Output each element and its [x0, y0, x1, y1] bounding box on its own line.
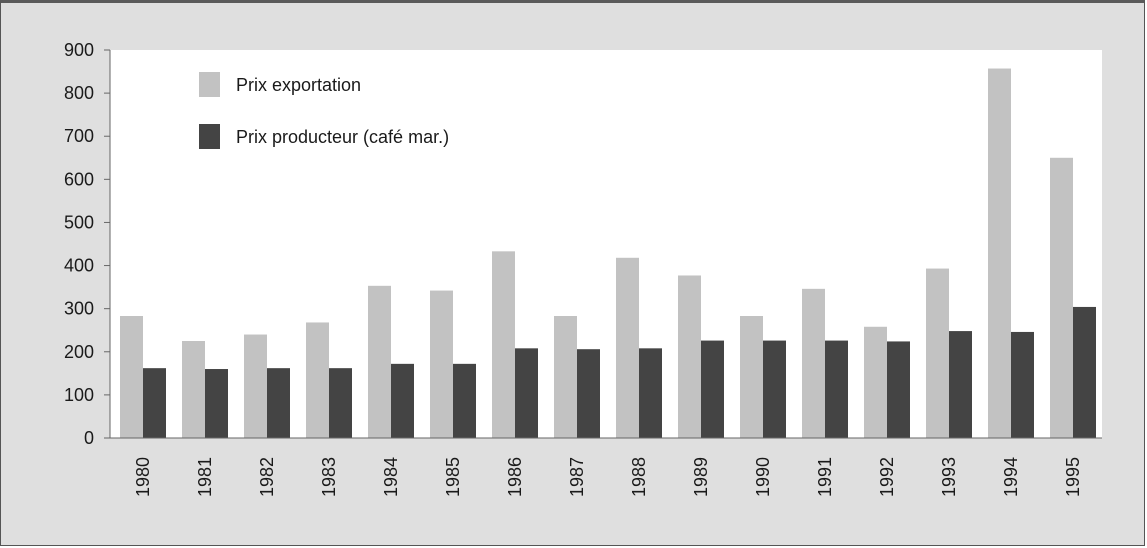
y-tick-label: 300 — [64, 299, 94, 319]
x-tick-label-1986: 1986 — [505, 457, 525, 497]
legend-swatch — [199, 124, 220, 149]
bar-prix-producteur-1989 — [701, 340, 724, 438]
y-tick-label: 700 — [64, 126, 94, 146]
bar-prix-exportation-1983 — [306, 322, 329, 438]
x-tick-label-1991: 1991 — [815, 457, 835, 497]
x-tick-label-1983: 1983 — [319, 457, 339, 497]
bar-prix-producteur-1985 — [453, 363, 476, 438]
x-tick-label-1992: 1992 — [877, 457, 897, 497]
bar-prix-producteur-1982 — [267, 368, 290, 438]
bar-prix-exportation-1982 — [244, 334, 267, 438]
bar-prix-producteur-1987 — [577, 349, 600, 438]
bar-prix-producteur-1990 — [763, 340, 786, 438]
bar-prix-producteur-1981 — [205, 369, 228, 438]
bar-prix-exportation-1993 — [926, 268, 949, 438]
x-tick-label-1980: 1980 — [133, 457, 153, 497]
bar-prix-exportation-1987 — [554, 315, 577, 438]
x-tick-label-1985: 1985 — [443, 457, 463, 497]
y-tick-label: 200 — [64, 342, 94, 362]
y-tick-label: 100 — [64, 385, 94, 405]
x-tick-label-1995: 1995 — [1063, 457, 1083, 497]
legend-swatch — [199, 72, 220, 97]
x-tick-label-1988: 1988 — [629, 457, 649, 497]
y-tick-label: 600 — [64, 169, 94, 189]
bar-prix-exportation-1989 — [678, 275, 701, 438]
bar-prix-exportation-1984 — [368, 285, 391, 438]
bar-prix-exportation-1988 — [616, 257, 639, 438]
bar-prix-exportation-1980 — [120, 315, 143, 438]
bar-prix-producteur-1983 — [329, 368, 352, 438]
bar-prix-exportation-1991 — [802, 288, 825, 438]
x-tick-label-1981: 1981 — [195, 457, 215, 497]
bar-prix-exportation-1985 — [430, 290, 453, 438]
y-tick-label: 500 — [64, 212, 94, 232]
x-tick-label-1990: 1990 — [753, 457, 773, 497]
y-axis-ticks: 0 100 200 300 400 500 600 700 800 900 — [64, 40, 110, 448]
bar-prix-exportation-1995 — [1050, 157, 1073, 438]
legend-label: Prix producteur (café mar.) — [236, 127, 449, 147]
y-tick-label: 800 — [64, 83, 94, 103]
bar-prix-producteur-1988 — [639, 348, 662, 438]
x-tick-label-1993: 1993 — [939, 457, 959, 497]
y-tick-label: 400 — [64, 256, 94, 276]
legend-label: Prix exportation — [236, 75, 361, 95]
bar-prix-exportation-1990 — [740, 315, 763, 438]
bar-prix-producteur-1995 — [1073, 306, 1096, 438]
x-tick-label-1987: 1987 — [567, 457, 587, 497]
legend: Prix exportation Prix producteur (café ma… — [199, 72, 449, 149]
bars-group — [120, 68, 1096, 438]
x-tick-label-1989: 1989 — [691, 457, 711, 497]
bar-prix-producteur-1993 — [949, 331, 972, 438]
bar-prix-producteur-1986 — [515, 348, 538, 438]
x-tick-label-1994: 1994 — [1001, 457, 1021, 497]
bar-prix-exportation-1981 — [182, 341, 205, 438]
bar-prix-producteur-1994 — [1011, 331, 1034, 438]
bar-prix-producteur-1991 — [825, 340, 848, 438]
bar-prix-exportation-1992 — [864, 326, 887, 438]
y-tick-label: 0 — [84, 428, 94, 448]
bar-prix-producteur-1984 — [391, 363, 414, 438]
bar-prix-exportation-1986 — [492, 251, 515, 438]
x-tick-label-1984: 1984 — [381, 457, 401, 497]
y-tick-label: 900 — [64, 40, 94, 60]
bar-prix-producteur-1980 — [143, 368, 166, 438]
bar-prix-exportation-1994 — [988, 68, 1011, 438]
x-axis-ticks: 1980 1981 1982 1983 1984 1985 1986 1987 1988 1989… — [133, 457, 1083, 497]
x-tick-label-1982: 1982 — [257, 457, 277, 497]
bar-prix-producteur-1992 — [887, 341, 910, 438]
